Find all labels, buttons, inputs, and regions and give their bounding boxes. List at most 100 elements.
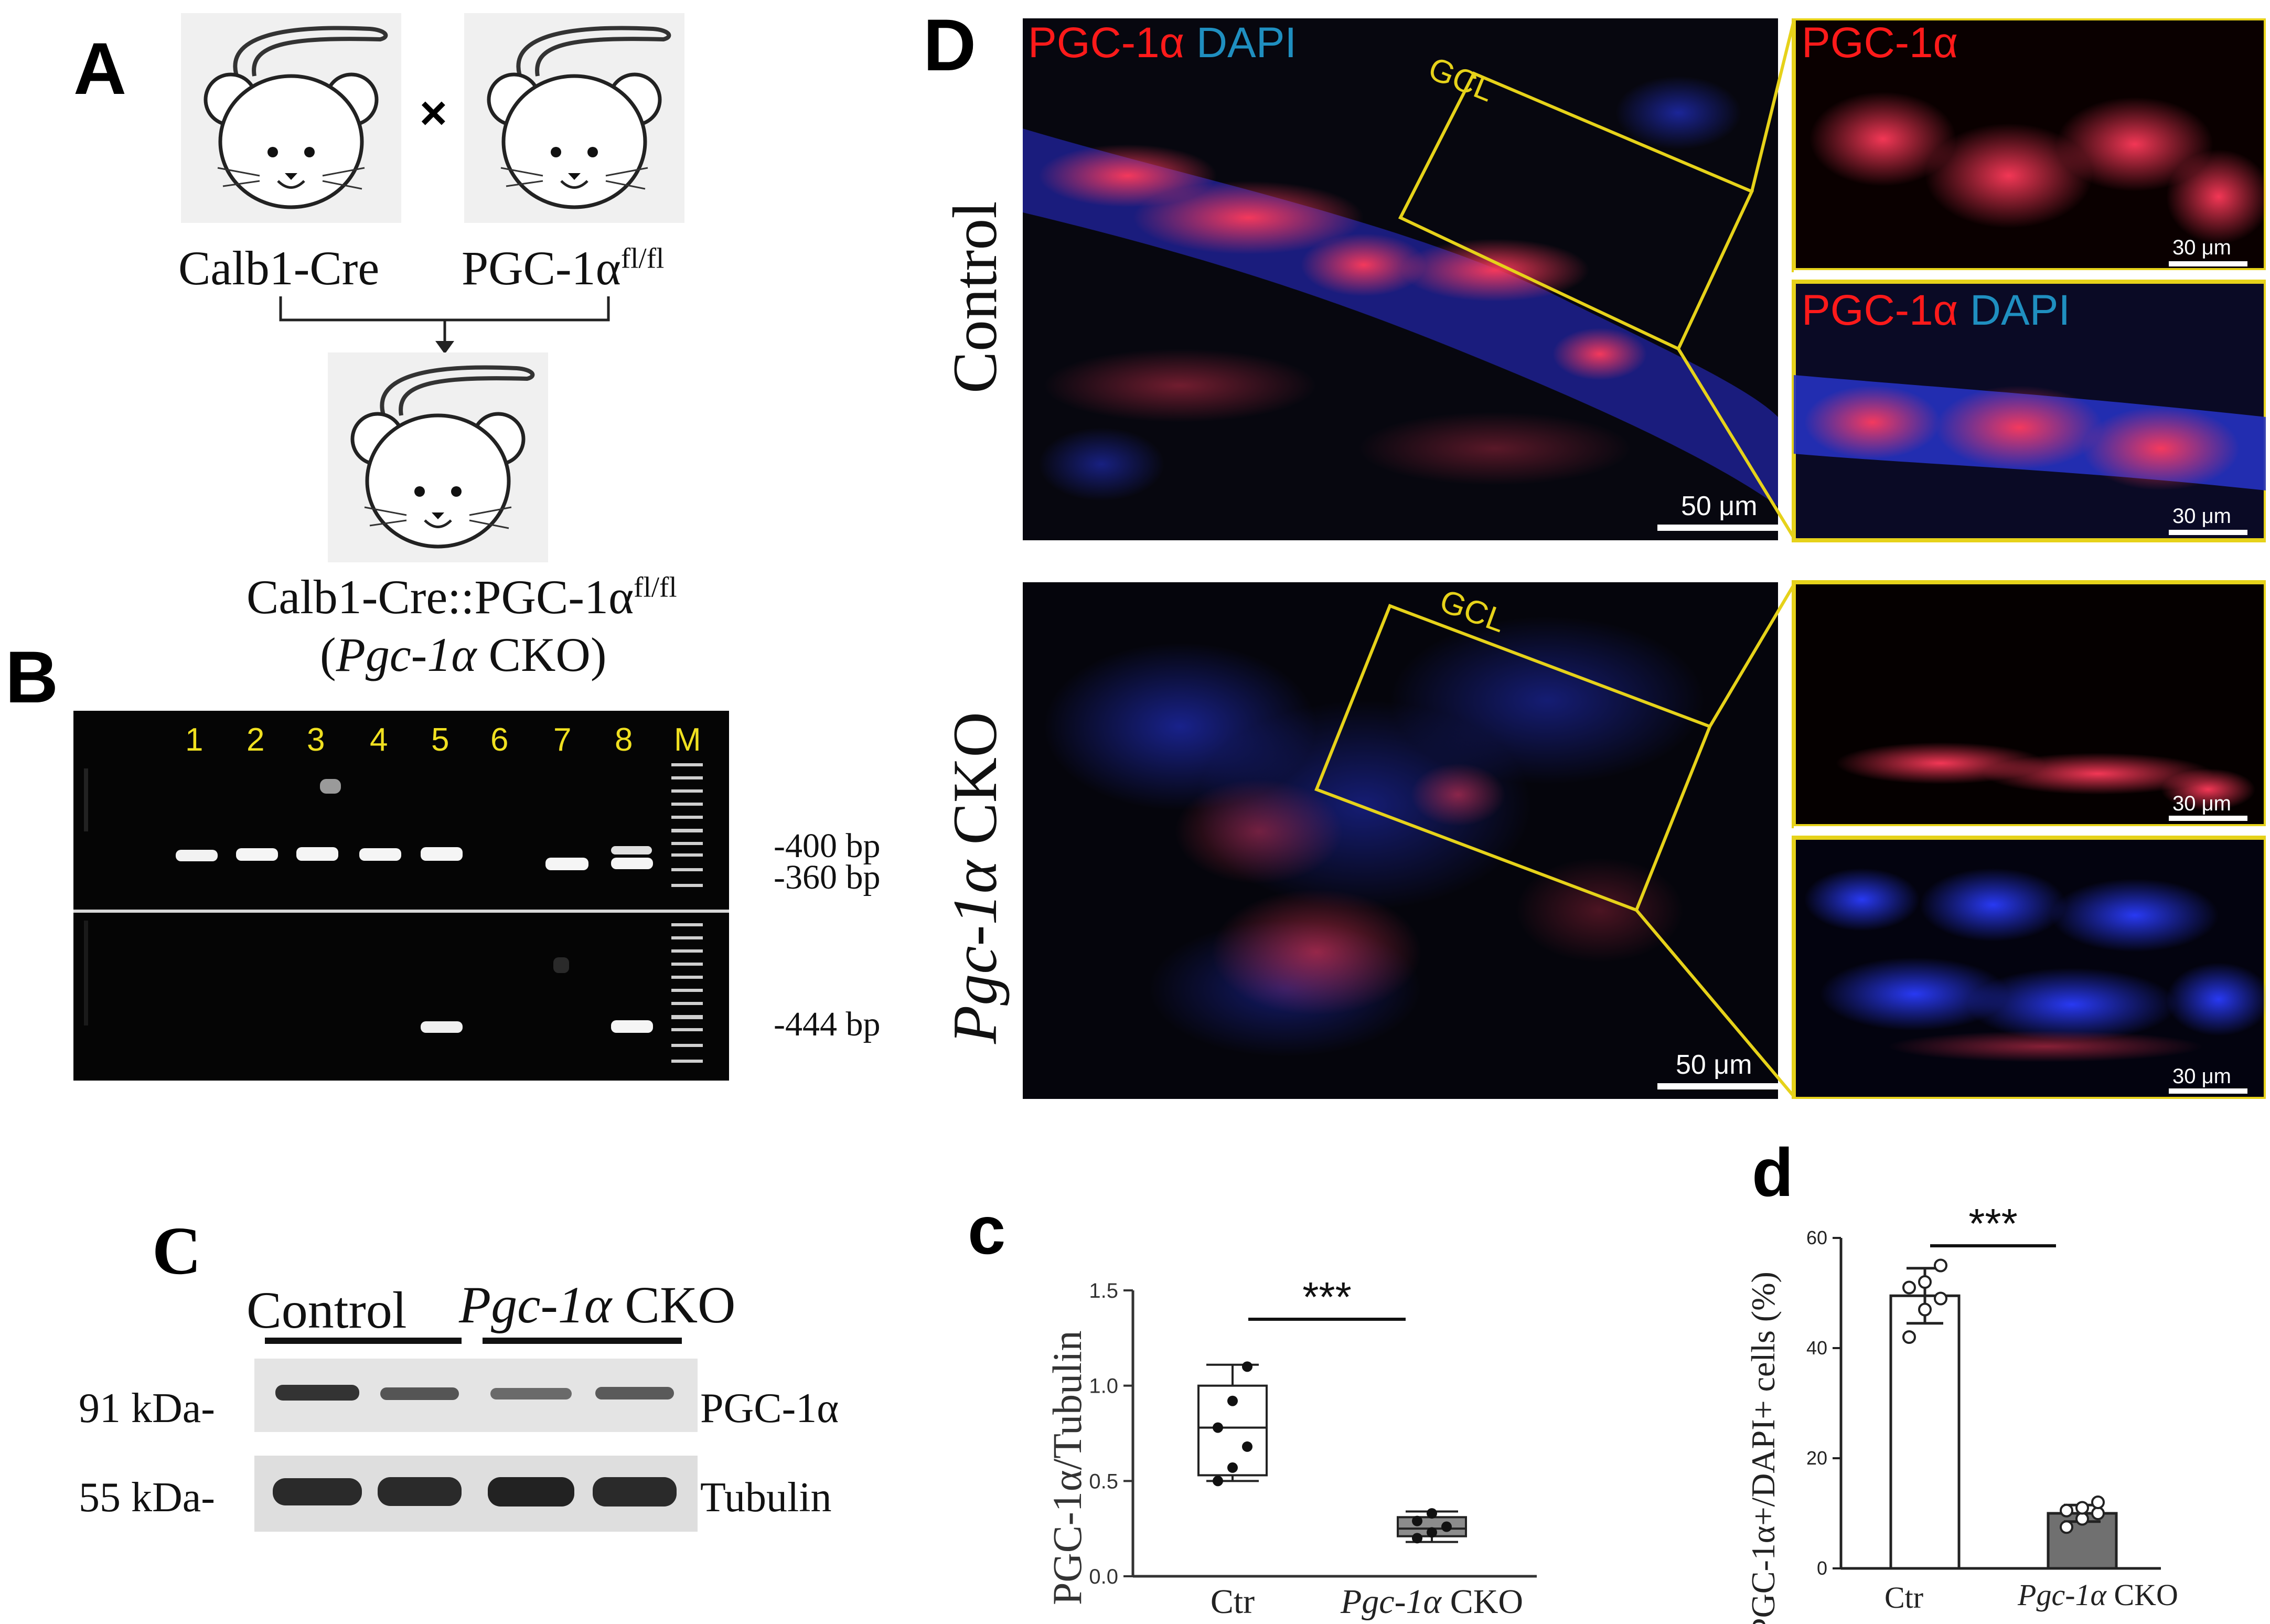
offspring-alias: (Pgc-1α CKO) — [320, 628, 607, 681]
control-main-image — [1023, 18, 1778, 540]
chart-c-point-0-0 — [1213, 1476, 1223, 1487]
chart-d-ytick-label-2: 40 — [1806, 1337, 1827, 1359]
gel-band-top-lane4 — [359, 848, 401, 861]
microscopy-grid — [1023, 18, 2266, 1099]
wb-protein-tubulin: Tubulin — [700, 1475, 832, 1521]
inset-divider-control — [1794, 270, 2266, 282]
chart-c-ytick-label-0: 0.0 — [1089, 1565, 1118, 1588]
ladder-top — [671, 763, 703, 887]
chart-d-ytick-label-1: 20 — [1806, 1447, 1827, 1469]
gel-band-bottom-lane7-smear — [553, 957, 569, 973]
lane-label-7: 7 — [553, 722, 572, 758]
mouse-pair-svg — [173, 10, 729, 226]
chart-c-point-1-2 — [1441, 1521, 1452, 1532]
chart-c-point-0-1 — [1227, 1462, 1238, 1473]
gel-band-bottom-lane5 — [421, 1021, 463, 1033]
wb-band-tubulin-2 — [378, 1477, 462, 1506]
chart-c-point-0-3 — [1213, 1422, 1223, 1433]
wb-size-91: 91 kDa- — [79, 1385, 215, 1431]
wb-band-tubulin-3 — [488, 1477, 574, 1507]
chart-d-ytick-label-3: 60 — [1806, 1227, 1827, 1248]
cko-inset-blue — [1792, 836, 2266, 1099]
chart-d-xtick-label-0: Ctr — [1884, 1580, 1923, 1615]
chart-d-svg: 0 20 40 60 *** Ctr Pgc-1α CKO — [1806, 1201, 2178, 1615]
chart-d-point-0-2 — [1934, 1291, 1947, 1306]
wb-band-pgc-4 — [595, 1387, 674, 1399]
control-scale-inset-bottom: 30 μm — [2172, 505, 2231, 528]
control-scale-inset-top: 30 μm — [2172, 236, 2231, 259]
chart-d-point-0-0 — [1902, 1330, 1916, 1344]
western-blot-image — [254, 1359, 698, 1532]
chart-c-ytick-label-3: 1.5 — [1089, 1279, 1118, 1302]
lane-label-6: 6 — [490, 722, 509, 758]
cko-scale-inset-top: 30 μm — [2172, 792, 2231, 815]
cross-bracket — [279, 296, 610, 354]
cko-scale-main: 50 μm — [1676, 1050, 1752, 1080]
chart-d-xtick-label-1: Pgc-1α CKO — [2017, 1578, 2178, 1612]
wb-protein-pgc: PGC-1α — [700, 1385, 839, 1431]
gel-band-top-lane8-lower — [611, 858, 653, 869]
offspring-label: Calb1-Cre::PGC-1αfl/fl — [247, 570, 677, 624]
row-label-control: Control — [940, 201, 1010, 393]
chart-c-ytick-label-2: 1.0 — [1089, 1375, 1118, 1398]
wb-underline-cko — [483, 1338, 682, 1344]
parent2-label: PGC-1αfl/fl — [462, 241, 665, 295]
mouse-icon-parent1 — [181, 13, 401, 223]
lane-label-3: 3 — [307, 722, 325, 758]
parent1-label: Calb1-Cre — [178, 241, 380, 295]
gel-band-top-lane1 — [176, 850, 218, 861]
wb-band-pgc-3 — [490, 1388, 572, 1399]
chart-d-point-1-4 — [2075, 1501, 2089, 1515]
gel-band-top-lane3 — [296, 847, 338, 861]
chart-d-point-0-1 — [1918, 1302, 1932, 1317]
chart-d-ytick-label-0: 0 — [1817, 1557, 1827, 1579]
lane-label-4: 4 — [370, 722, 388, 758]
chart-c-ytick-label-1: 0.5 — [1089, 1470, 1118, 1493]
ladder-bottom — [671, 923, 703, 1063]
inset-divider-cko — [1794, 826, 2266, 838]
chart-c-point-0-2 — [1242, 1441, 1252, 1452]
gel-image — [73, 711, 729, 1081]
chart-d-sig-label: *** — [1968, 1201, 2017, 1247]
band-size-360: -360 bp — [774, 858, 881, 896]
lane-label-2: 2 — [247, 722, 265, 758]
chart-d-point-0-5 — [1934, 1258, 1947, 1273]
lane-label-8: 8 — [615, 722, 633, 758]
mouse-icon-parent2 — [464, 13, 684, 223]
chart-c-xtick-label-1: Pgc-1α CKO — [1340, 1583, 1523, 1621]
panel-c-chart-letter: c — [968, 1192, 1006, 1268]
panel-b-letter: B — [5, 636, 59, 718]
gel-band-top-lane3-smear — [320, 779, 341, 794]
chart-d-ylabel: PGC-1α+/DAPI+ cells (%) — [1744, 1272, 1782, 1624]
chart-d-point-0-3 — [1902, 1280, 1916, 1295]
chart-c-point-1-4 — [1427, 1508, 1437, 1519]
gel-band-top-lane5 — [421, 847, 463, 861]
chart-d-point-0-4 — [1918, 1275, 1932, 1289]
panel-d-letter: D — [923, 4, 977, 86]
chart-d-bar-0 — [1889, 1294, 1961, 1570]
cross-symbol: × — [420, 87, 447, 140]
panel-c-letter: C — [152, 1213, 201, 1289]
lane-label-m: M — [674, 722, 701, 758]
control-inset-merge — [1792, 280, 2266, 542]
wb-band-tubulin-4 — [593, 1477, 677, 1507]
zoom-connectors — [1635, 20, 1795, 1097]
chart-c-point-1-3 — [1412, 1515, 1422, 1526]
chart-c-point-1-1 — [1427, 1527, 1437, 1538]
wb-band-pgc-2 — [380, 1387, 459, 1400]
chart-d-point-1-2 — [2091, 1507, 2105, 1520]
wb-band-pgc-1 — [275, 1385, 359, 1401]
chart-c-point-0-4 — [1227, 1395, 1238, 1406]
cko-scale-inset-bottom: 30 μm — [2172, 1065, 2231, 1088]
chart-d-point-1-5 — [2091, 1495, 2105, 1509]
control-inset-red — [1792, 18, 2266, 272]
control-inset-red-label: PGC-1α — [1802, 19, 1958, 67]
lane-label-5: 5 — [431, 722, 449, 758]
chart-c-sig-label: *** — [1302, 1274, 1351, 1320]
chart-c-point-0-5 — [1242, 1361, 1252, 1372]
wb-group-control: Control — [247, 1281, 407, 1339]
cko-inset-red — [1792, 580, 2266, 828]
mouse-icon-offspring — [328, 352, 548, 562]
wb-band-tubulin-1 — [273, 1478, 362, 1505]
